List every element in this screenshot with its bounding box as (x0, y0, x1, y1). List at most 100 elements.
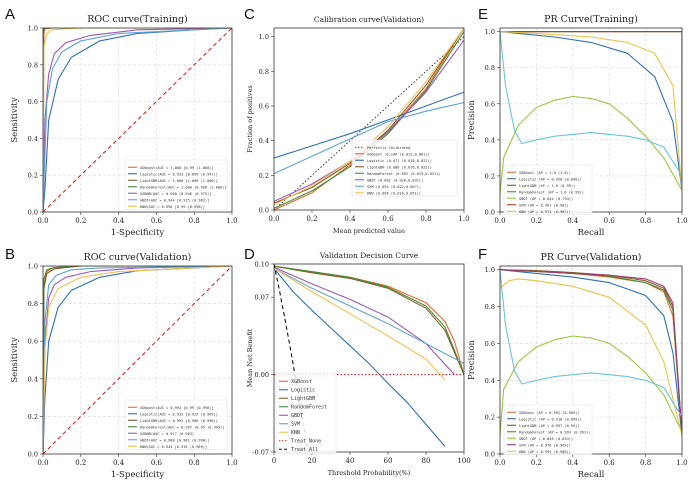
y-tick-label: 0.0 (485, 451, 495, 459)
series-line-knn-ap-0-994-0-986 (500, 278, 682, 436)
chart-title: Calibration curve(Validation) (314, 15, 424, 24)
y-tick-label: 0.2 (28, 172, 38, 180)
series-line-lightgbm-ap-0-997-0-99 (500, 269, 682, 436)
legend-label: XGBoost (0.106 (0.012,0.061)) (367, 152, 430, 156)
panel-letter: D (244, 246, 255, 263)
series-group (43, 266, 232, 454)
y-tick-label: 1.0 (28, 25, 38, 33)
y-tick-label: 0.6 (28, 98, 38, 106)
x-tick-label: 0.2 (75, 217, 86, 225)
legend-label: SVM (0.094 (0.022,0.067)) (367, 185, 421, 189)
legend-label: RandomForest (0.092 (0.019,0.031)) (367, 172, 441, 176)
x-tick-label: 1.0 (458, 215, 469, 223)
legend-label: LightGBM(AUC = 0.992 [0.986 (0.998)] (140, 419, 218, 423)
x-tick-label: 0.2 (531, 217, 542, 225)
series-line-gbdt (274, 266, 455, 375)
y-axis-label: Mean Net Benefit (246, 328, 254, 387)
roc-training-chart: 0.0 0.2 0.4 0.6 0.8 1.0 0.0 0.2 0.4 0.6 0.8 1.0 ROC … (10, 14, 238, 238)
legend-label: Logistic(AUC = 0.923 [0.899 (0.947)] (140, 172, 218, 176)
y-axis-label: Sensitivity (10, 97, 20, 142)
x-tick-label: 0.2 (75, 459, 86, 467)
y-tick-label: 0.0 (485, 209, 495, 217)
x-tick-label: 0.4 (567, 459, 579, 467)
y-tick-label: 0.8 (259, 68, 269, 76)
series-line-randomforest-auc-0-997-0-99-0-999 (43, 266, 232, 454)
legend-label: XGBoost(AUC = 1.000 [0.99 (1.000)] (140, 166, 214, 170)
y-tick-label: 0.0 (28, 451, 38, 459)
panel-letter: F (478, 246, 488, 263)
x-tick-label: 0.2 (306, 215, 317, 223)
x-tick-label: 20 (308, 457, 317, 465)
legend-label: LightGBM (AP = 0.997 (0.99)) (519, 424, 580, 428)
x-tick-label: 0.0 (494, 459, 505, 467)
panel-d-decision-curve: D 0 20 40 60 80 100 -0.07 0.00 0.07 0.10 Validatio… (240, 240, 471, 481)
legend-label: XGBoost (291, 379, 312, 385)
legend-label: GBDT (0.082 (0.020,0.031)) (367, 178, 423, 182)
y-tick-label: 0.07 (255, 294, 269, 302)
x-tick-label: 0.0 (494, 217, 505, 225)
y-tick-label: 0.6 (485, 100, 495, 108)
x-tick-label: 0.6 (151, 459, 163, 467)
y-tick-label: 0.8 (28, 61, 38, 69)
plot-frame (273, 27, 465, 211)
x-tick-label: 0.8 (640, 459, 651, 467)
y-tick-label: 0.4 (485, 136, 495, 144)
y-tick-label: 0.2 (485, 172, 495, 180)
x-tick-label: 40 (346, 457, 355, 465)
x-tick-label: 0.0 (37, 217, 48, 225)
calibration-chart: 0.0 0.2 0.4 0.6 0.8 1.0 0.0 0.2 0.4 0.6 0.8 1.0 Cali… (246, 15, 470, 235)
y-tick-label: 1.0 (28, 263, 38, 271)
x-tick-label: 0.6 (604, 217, 616, 225)
series-group (500, 269, 682, 436)
legend-label: Logistic (AP = 0.918 (0.899)) (519, 417, 582, 421)
x-tick-label: 0 (272, 457, 276, 465)
series-line-logistic (274, 268, 446, 447)
plot-frame (273, 263, 465, 453)
y-tick-label: 0.0 (28, 209, 38, 217)
x-tick-label: 0.8 (420, 215, 431, 223)
x-tick-label: 1.0 (226, 459, 237, 467)
legend-label: XGBoost (AP = 1.0 (1.0)) (519, 171, 571, 175)
legend-label: XGBNB(AUC = 0.977 [0.963] (140, 432, 194, 436)
pr-validation-chart: 0.0 0.2 0.4 0.6 0.8 1.0 0.0 0.2 0.4 0.6 0.8 1.0 PR C… (467, 252, 688, 480)
series-line-logistic-ap-0-918-0-899 (500, 269, 682, 436)
legend-label: GBDT (AP = 0.844 (0.794)) (519, 197, 573, 201)
legend: XGBoost (AP = 0.992 (0.989)) Logistic (AP… (503, 404, 593, 455)
series-line-gbdt-auc-0-988-0-981-0-990 (43, 266, 232, 454)
x-tick-label: 0.6 (604, 459, 616, 467)
chart-title: ROC curve(Validation) (84, 252, 192, 263)
legend-label: RandomForest(AUC = 0.997 [0.99 (0.999)] (140, 425, 224, 429)
legend-label: LightGBM (291, 396, 315, 402)
series-line-gbdt-ap-0-856-0-834 (500, 335, 682, 436)
x-tick-label: 0.4 (344, 215, 356, 223)
y-tick-label: 0.8 (28, 300, 38, 308)
x-axis-label: Threshold Probability(%) (328, 469, 411, 477)
x-tick-label: 1.0 (226, 217, 237, 225)
panel-letter: A (5, 6, 16, 23)
legend-label: Treat All (291, 447, 318, 453)
series-line-knn-auc-0-996-0-99-0-998 (43, 28, 232, 212)
legend-label: RandomForest (291, 404, 327, 410)
legend-label: LightGBM(AUC = 1.000 [1.000 (1.000)] (140, 179, 218, 183)
y-tick-label: 0.4 (259, 137, 269, 145)
series-line-series (43, 266, 232, 454)
x-tick-label: 1.0 (676, 217, 687, 225)
x-tick-label: 0.8 (189, 459, 200, 467)
legend-label: SVM (291, 421, 300, 427)
legend-box (351, 139, 458, 197)
legend-label: KNN(AUC = 0.944 [0.916 (0.969)] (140, 445, 207, 449)
y-tick-label: 0.4 (28, 135, 38, 143)
x-tick-label: 0.6 (151, 217, 163, 225)
y-axis-label: Precision (467, 99, 477, 139)
series-group (500, 31, 682, 195)
legend-label: GBDT (AP = 0.856 (0.834)) (519, 437, 573, 441)
chart-title: PR Curve(Validation) (540, 252, 641, 263)
x-tick-label: 0.8 (189, 217, 200, 225)
y-axis-label: Precision (467, 339, 477, 379)
pr-training-chart: 0.0 0.2 0.4 0.6 0.8 1.0 0.0 0.2 0.4 0.6 0.8 1.0 PR C… (467, 14, 688, 238)
legend: Perfectly Calibrated XGBoost (0.106 (0.01… (351, 139, 458, 197)
y-tick-label: 0.6 (259, 103, 269, 111)
legend: XGBoost (AP = 1.0 (1.0)) Logistic (AP = 0… (503, 164, 593, 215)
legend-label: KNN (AP = 0.973 (0.987)) (519, 210, 571, 214)
series-line-xgbnb-auc-0-960-0-946-0-975 (43, 28, 232, 212)
